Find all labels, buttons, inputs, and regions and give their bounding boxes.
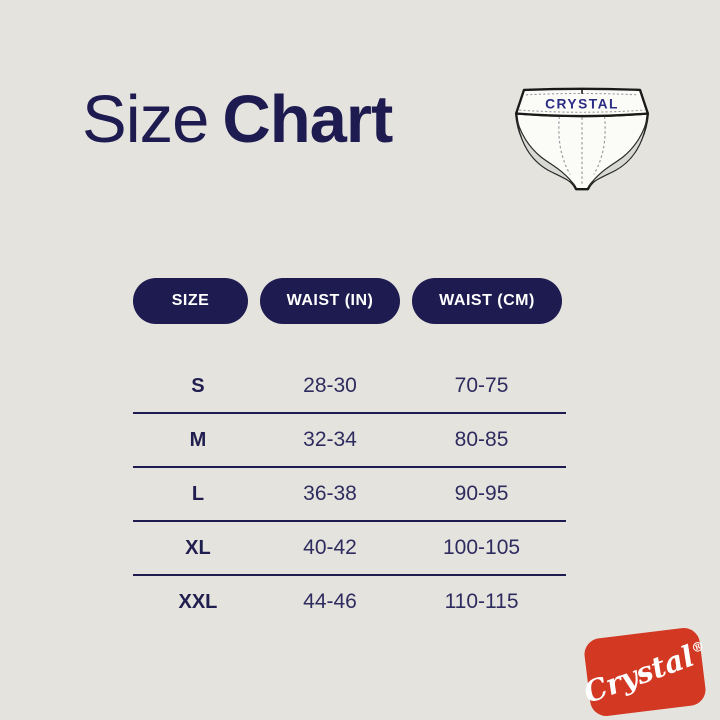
left-fly-seam (558, 116, 571, 175)
size-cell: XL (185, 536, 211, 559)
table-header-row: SIZE WAIST (IN) WAIST (CM) (133, 278, 562, 324)
table-row: XXL 44-46 110-115 (133, 576, 566, 628)
waistband (514, 87, 650, 118)
crystal-logo-text: Crystal® (579, 634, 712, 710)
table-row: S 28-30 70-75 (133, 360, 566, 414)
column-header-waist-cm: WAIST (CM) (412, 278, 562, 324)
page-title: Size Chart (82, 86, 393, 153)
size-table: S 28-30 70-75 M 32-34 80-85 L 36-38 90-9… (133, 360, 566, 628)
crystal-logo-badge: Crystal® (579, 626, 708, 718)
waist-cm-cell: 110-115 (444, 590, 519, 613)
size-cell: S (191, 374, 205, 397)
waist-in-cell: 44-46 (303, 590, 357, 613)
size-cell: L (191, 482, 205, 505)
waist-in-cell: 28-30 (303, 374, 357, 397)
size-cell: M (189, 428, 207, 451)
table-row: XL 40-42 100-105 (133, 522, 566, 576)
waist-cm-cell: 90-95 (454, 482, 509, 505)
waistband-brand-label: CRYSTAL (545, 97, 619, 112)
left-leg-opening (516, 119, 576, 187)
logo-wordmark: Crystal (578, 638, 699, 710)
waist-in-cell: 40-42 (303, 536, 357, 559)
table-row: L 36-38 90-95 (133, 468, 566, 522)
right-fly-seam (593, 116, 606, 175)
right-leg-opening (588, 119, 648, 187)
waist-cm-cell: 80-85 (454, 428, 509, 451)
page-title-regular: Size (82, 82, 209, 157)
waistband-bottom-stitch (519, 109, 645, 113)
column-header-size: SIZE (133, 278, 248, 324)
table-row: M 32-34 80-85 (133, 414, 566, 468)
size-cell: XXL (178, 590, 218, 613)
page-title-bold: Chart (222, 82, 393, 157)
waist-in-cell: 36-38 (303, 482, 357, 505)
waist-cm-cell: 70-75 (454, 374, 509, 397)
waistband-top-stitch (525, 92, 639, 96)
column-header-waist-in: WAIST (IN) (260, 278, 400, 324)
waist-cm-cell: 100-105 (443, 536, 521, 559)
waist-in-cell: 32-34 (303, 428, 357, 451)
underwear-illustration: CRYSTAL (514, 87, 650, 191)
